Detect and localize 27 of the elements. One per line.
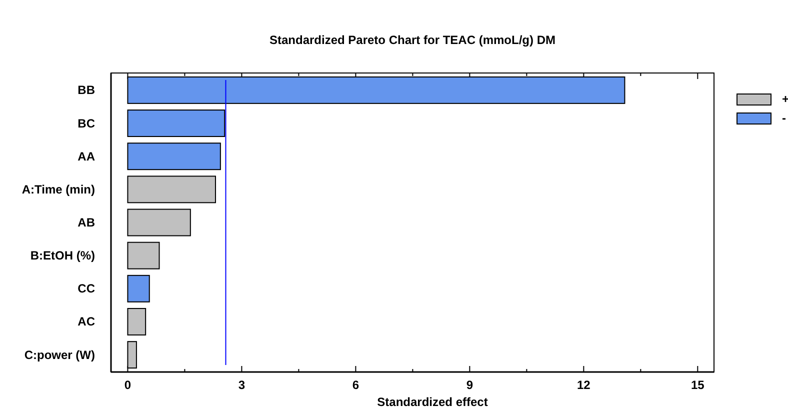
y-tick-label: AB <box>78 216 96 230</box>
x-tick-label: 15 <box>690 378 705 392</box>
y-tick-label: BB <box>78 83 96 98</box>
bar <box>127 242 160 270</box>
bar <box>127 110 226 138</box>
x-tick-label: 12 <box>576 378 591 392</box>
bar <box>127 308 146 336</box>
x-tick-label: 3 <box>238 378 246 392</box>
x-axis-title: Standardized effect <box>377 395 488 409</box>
y-tick-label: BC <box>78 116 96 130</box>
bar <box>127 142 221 170</box>
bar <box>127 274 150 302</box>
x-tick-label: 0 <box>124 378 132 392</box>
y-tick-label: A:Time (min) <box>22 182 95 196</box>
y-tick-label: C:power (W) <box>24 348 95 362</box>
legend-label: - <box>782 111 786 125</box>
chart-title: Standardized Pareto Chart for TEAC (mmoL/g) DM <box>269 33 556 47</box>
y-tick-label: AC <box>78 314 96 329</box>
bar <box>127 76 626 104</box>
bar <box>127 341 137 369</box>
y-tick-label: CC <box>78 282 96 296</box>
y-tick-label: AA <box>78 149 96 164</box>
bar <box>127 176 216 204</box>
x-tick-label: 6 <box>352 378 360 392</box>
y-tick-label: B:EtOH (%) <box>30 248 95 263</box>
x-tick-label: 9 <box>466 378 474 392</box>
bar <box>127 208 191 236</box>
